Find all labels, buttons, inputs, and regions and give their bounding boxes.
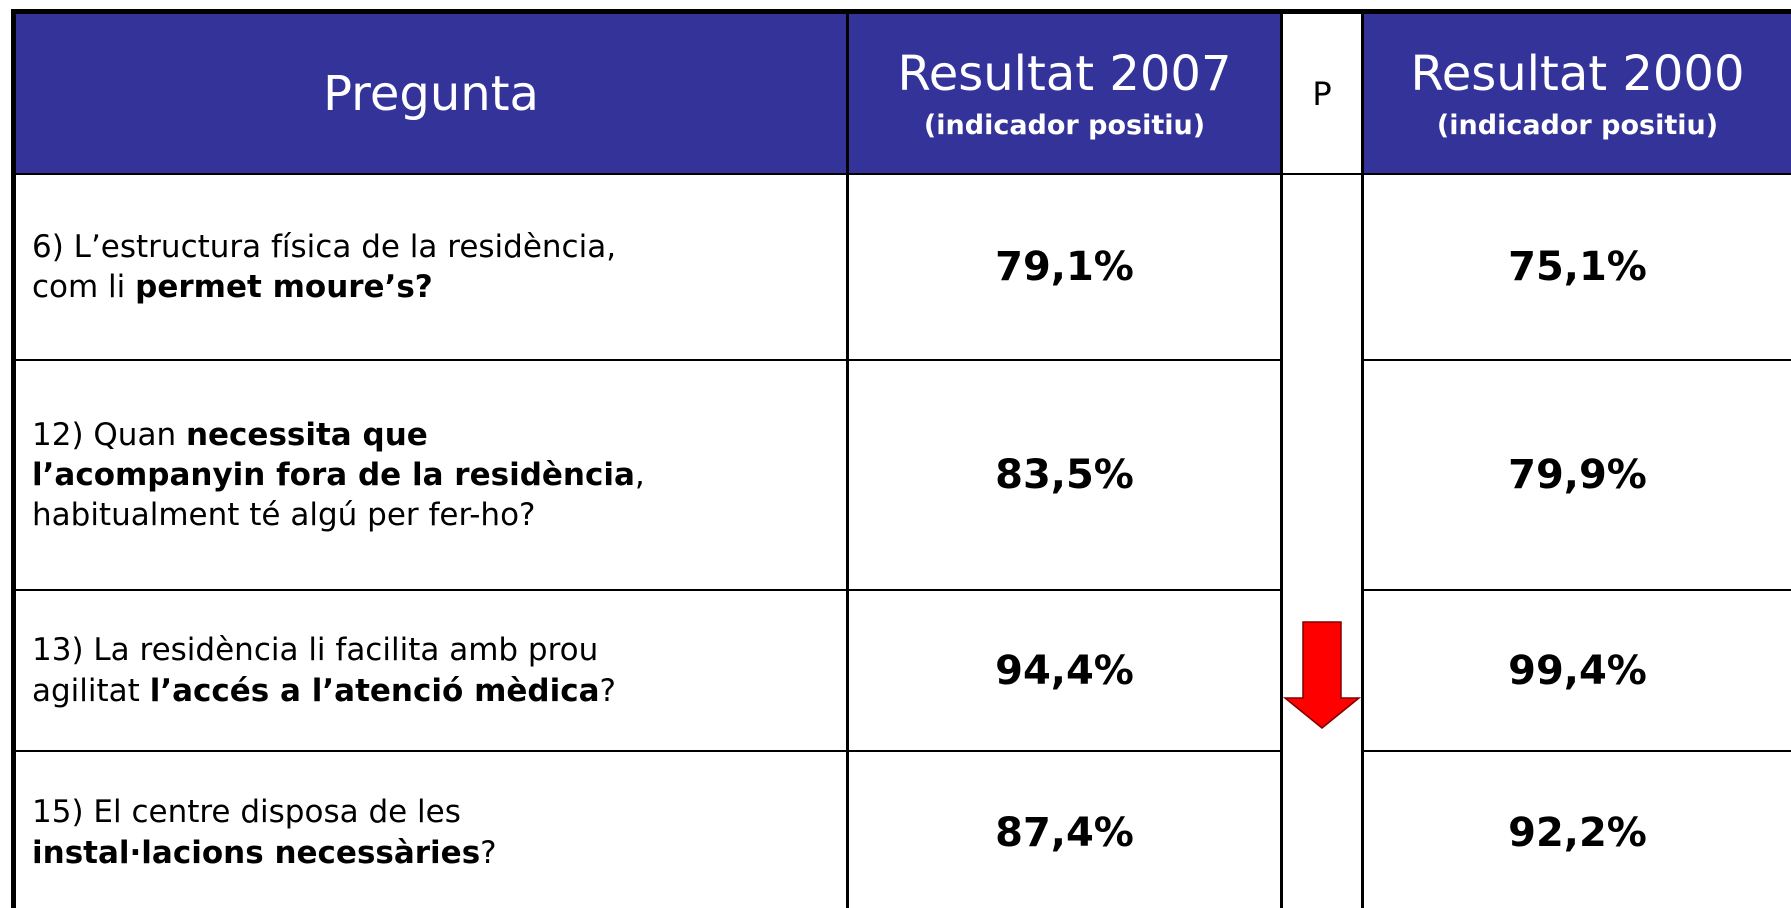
- question-line: l’acompanyin fora de la residència,: [32, 455, 846, 495]
- header-subtext: (indicador positiu): [923, 110, 1206, 141]
- value-text: 79,1%: [995, 244, 1134, 290]
- question-text: ?: [599, 672, 616, 709]
- question-text: l’acompanyin fora de la residència: [32, 456, 635, 493]
- value-text: 75,1%: [1508, 244, 1647, 290]
- question-text: com li: [32, 269, 136, 305]
- header-2007: Resultat 2007 (indicador positiu): [847, 9, 1282, 175]
- question-text: instal·lacions necessàries: [32, 834, 481, 871]
- question-cell: 15) El centre disposa de les instal·lacio…: [11, 750, 848, 908]
- question-text: ?: [480, 834, 497, 871]
- question-text: agilitat: [32, 672, 150, 709]
- value-text: 99,4%: [1508, 647, 1647, 694]
- down-arrow: [1282, 621, 1362, 729]
- value-cell: 83,5%: [847, 359, 1282, 591]
- value-cell: 99,4%: [1362, 589, 1791, 752]
- header-text: P: [1312, 74, 1332, 113]
- value-text: 87,4%: [995, 809, 1134, 856]
- value-text: 79,9%: [1508, 452, 1647, 498]
- question-text: 15) El centre disposa de les: [32, 794, 461, 831]
- question-text: 6) L’estructura física de la residència,: [32, 228, 617, 265]
- value-cell: 92,2%: [1362, 750, 1791, 908]
- header-text: Resultat 2007: [897, 46, 1232, 102]
- header-subtext: (indicador positiu): [1436, 110, 1719, 141]
- question-line: 13) La residència li facilita amb prou: [32, 630, 846, 670]
- question-cell: 13) La residència li facilita amb prou ag…: [11, 589, 848, 752]
- question-cell: 12) Quan necessita que l’acompanyin fora …: [11, 359, 848, 591]
- value-cell: 79,9%: [1362, 359, 1791, 591]
- question-line: agilitat l’accés a l’atenció mèdica?: [32, 671, 846, 711]
- p-column: [1281, 173, 1363, 908]
- question-text: habitualment té algú per fer-ho?: [32, 497, 536, 534]
- value-cell: 75,1%: [1362, 173, 1791, 361]
- header-text: Resultat 2000: [1410, 46, 1745, 102]
- question-text: 13) La residència li facilita amb prou: [32, 632, 599, 669]
- question-line: com li permet moure’s?: [32, 267, 846, 307]
- header-question: Pregunta: [11, 9, 848, 175]
- question-text: ,: [634, 456, 645, 493]
- value-text: 92,2%: [1508, 809, 1647, 856]
- value-cell: 79,1%: [847, 173, 1282, 361]
- question-text: permet moure’s?: [135, 269, 433, 305]
- question-line: instal·lacions necessàries?: [32, 833, 846, 873]
- question-cell: 6) L’estructura física de la residència,…: [11, 173, 848, 361]
- value-cell: 87,4%: [847, 750, 1282, 908]
- question-line: 6) L’estructura física de la residència,: [32, 227, 846, 267]
- value-cell: 94,4%: [847, 589, 1282, 752]
- arrow-shape: [1282, 621, 1362, 729]
- question-text: necessita que: [185, 416, 428, 453]
- question-line: 12) Quan necessita que: [32, 415, 846, 455]
- header-p: P: [1281, 9, 1363, 175]
- header-2000: Resultat 2000 (indicador positiu): [1362, 9, 1791, 175]
- question-line: 15) El centre disposa de les: [32, 792, 846, 832]
- question-text: l’accés a l’atenció mèdica: [149, 672, 600, 709]
- value-text: 83,5%: [995, 452, 1134, 498]
- header-text: Pregunta: [323, 65, 539, 122]
- question-text: 12) Quan: [32, 416, 186, 453]
- value-text: 94,4%: [995, 647, 1134, 694]
- question-line: habitualment té algú per fer-ho?: [32, 495, 846, 535]
